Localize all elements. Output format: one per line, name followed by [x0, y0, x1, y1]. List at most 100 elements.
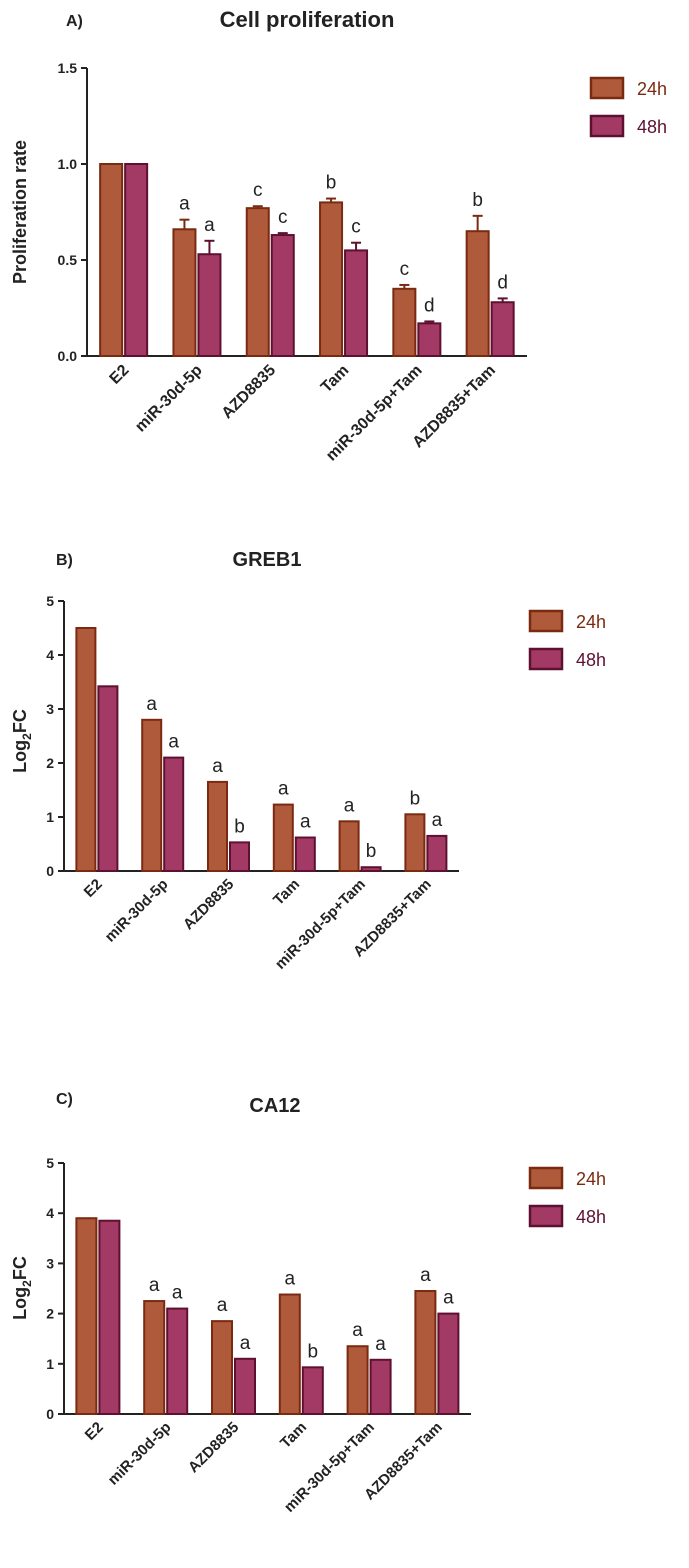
chart-title: Cell proliferation [220, 7, 395, 32]
bar-48h-5 [360, 866, 382, 872]
y-axis-label: Proliferation rate [10, 140, 30, 284]
chart-panel-1: A) Cell proliferation Proliferation rate 0.… [10, 7, 667, 464]
significance-letter: c [253, 180, 263, 201]
y-tick-label: 0 [46, 1406, 54, 1422]
significance-letter: b [366, 841, 377, 862]
bar-24h-3 [211, 1320, 233, 1416]
bar-48h-6 [437, 1312, 460, 1415]
y-tick-label: 1.0 [58, 156, 78, 172]
x-tick-label: E2 [82, 1419, 107, 1444]
significance-letter: b [308, 1341, 319, 1362]
significance-letter: c [400, 259, 410, 280]
significance-letter: a [420, 1265, 431, 1286]
bar-48h-1 [98, 1219, 121, 1415]
significance-letter: a [443, 1288, 454, 1309]
x-tick-label: miR-30d-5p [132, 362, 206, 436]
legend: 24h 48h [528, 609, 606, 671]
bar-24h-1 [99, 163, 124, 357]
significance-letter: a [278, 779, 289, 800]
y-axis-label: Log2FC [10, 709, 34, 773]
y-tick-label: 5 [46, 593, 54, 609]
y-tick-label: 0.0 [58, 348, 78, 364]
significance-letter: a [217, 1295, 228, 1316]
y-tick-label: 3 [46, 1255, 54, 1271]
legend-label-24h: 24h [576, 1169, 606, 1189]
significance-letter: d [424, 295, 435, 316]
y-tick-label: 0.5 [58, 252, 78, 268]
bar-48h-5 [369, 1358, 392, 1416]
x-tick-label: AZD8835 [180, 876, 237, 933]
panel-label: A) [66, 13, 83, 30]
bar-48h-3 [229, 841, 250, 873]
y-tick-label: 2 [46, 755, 54, 771]
y-tick-label: 2 [46, 1306, 54, 1322]
x-tick-label: Tam [277, 1419, 310, 1452]
y-axis-label-subscript: 2 [20, 733, 34, 740]
significance-letter: d [497, 272, 508, 293]
bar-24h-5 [338, 820, 360, 873]
significance-letter: a [204, 215, 215, 236]
panel-label: C) [56, 1091, 73, 1108]
significance-letter: a [432, 810, 443, 831]
significance-letter: a [212, 756, 223, 777]
legend-label-24h: 24h [637, 79, 667, 99]
bar-24h-2 [143, 1300, 166, 1416]
significance-letter: b [410, 788, 421, 809]
bar-48h-3 [270, 234, 295, 357]
y-tick-label: 1 [46, 809, 54, 825]
x-tick-label: Tam [318, 362, 352, 396]
bar-48h-4 [301, 1366, 324, 1415]
significance-letter: a [172, 1283, 183, 1304]
y-tick-label: 3 [46, 701, 54, 717]
significance-letter: a [168, 732, 179, 753]
x-tick-label: miR-30d-5p [105, 1419, 175, 1489]
bar-24h-2 [141, 718, 163, 872]
significance-letter: a [375, 1334, 386, 1355]
bar-48h-6 [490, 301, 515, 357]
significance-letter: a [240, 1333, 251, 1354]
significance-letter: c [278, 207, 288, 228]
bar-48h-6 [426, 834, 448, 873]
bar-48h-2 [166, 1307, 189, 1415]
legend: 24h 48h [528, 1166, 606, 1228]
y-axis-label: Log2FC [10, 1256, 34, 1320]
significance-letter: a [344, 795, 355, 816]
significance-letter: a [149, 1275, 160, 1296]
significance-letter: b [234, 816, 245, 837]
x-tick-label: miR-30d-5p [102, 876, 172, 946]
bar-48h-5 [417, 322, 442, 357]
significance-letter: b [472, 190, 483, 211]
y-tick-label: 1.5 [58, 60, 78, 76]
bar-24h-4 [278, 1293, 301, 1416]
bar-24h-5 [392, 287, 417, 357]
bar-24h-5 [346, 1345, 369, 1415]
significance-letter: a [179, 194, 190, 215]
legend-label-48h: 48h [637, 117, 667, 137]
x-tick-label: E2 [81, 876, 106, 901]
legend-label-48h: 48h [576, 650, 606, 670]
significance-letter: a [352, 1320, 363, 1341]
bar-24h-4 [319, 201, 344, 357]
legend-label-24h: 24h [576, 612, 606, 632]
x-tick-label: Tam [270, 876, 303, 909]
y-axis-label-main: Log [10, 1287, 30, 1320]
bar-24h-6 [404, 813, 426, 872]
legend-swatch-24h [528, 609, 564, 633]
legend-label-48h: 48h [576, 1207, 606, 1227]
y-tick-label: 0 [46, 863, 54, 879]
y-tick-label: 1 [46, 1356, 54, 1372]
bar-24h-6 [414, 1290, 437, 1416]
bar-48h-2 [163, 756, 185, 872]
significance-letter: b [326, 173, 337, 194]
bar-48h-4 [294, 836, 316, 873]
bar-48h-4 [344, 249, 369, 357]
legend: 24h 48h [589, 76, 667, 138]
bar-24h-3 [207, 780, 228, 873]
bar-48h-1 [124, 163, 149, 357]
y-axis-label-main: Log [10, 740, 30, 773]
chart-panel-2: B) GREB1Log2FC012345E2aamiR-30d-5pabAZD88… [10, 549, 606, 973]
bar-48h-2 [197, 253, 222, 358]
bar-48h-3 [234, 1357, 256, 1416]
